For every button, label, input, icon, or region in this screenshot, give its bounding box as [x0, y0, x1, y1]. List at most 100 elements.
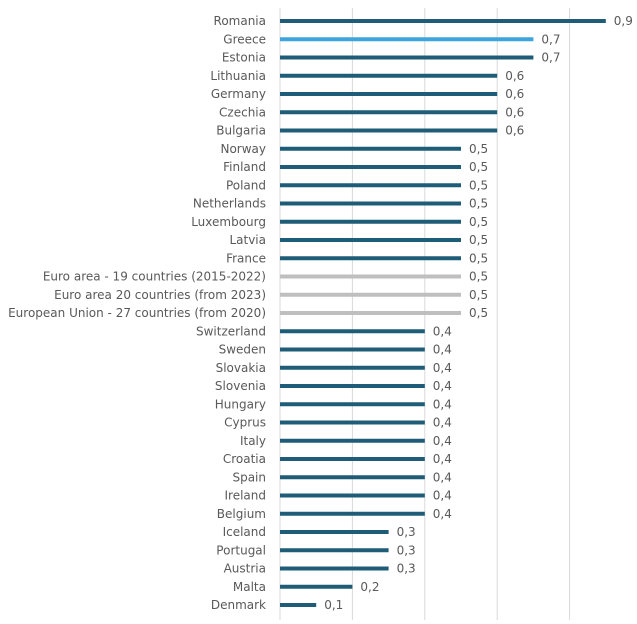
bar-6	[280, 128, 498, 133]
category-label-0: Romania	[214, 14, 266, 28]
bar-22	[280, 420, 425, 425]
bar-9	[280, 183, 461, 188]
value-label-1: 0,7	[541, 32, 560, 46]
category-label-8: Finland	[223, 160, 266, 174]
bar-19	[280, 365, 425, 370]
bar-12	[280, 238, 461, 242]
value-label-9: 0,5	[469, 178, 488, 192]
category-label-6: Bulgaria	[216, 124, 266, 138]
category-label-13: France	[226, 251, 266, 265]
bar-7	[280, 146, 461, 151]
value-label-22: 0,4	[433, 416, 452, 430]
category-label-30: Austria	[224, 562, 266, 576]
category-label-22: Cyprus	[224, 416, 266, 430]
category-label-28: Iceland	[223, 525, 266, 539]
value-label-19: 0,4	[433, 361, 452, 375]
category-label-18: Sweden	[219, 343, 266, 357]
bar-10	[280, 201, 461, 206]
value-label-10: 0,5	[469, 197, 488, 211]
bar-11	[280, 219, 461, 224]
bar-24	[280, 457, 425, 461]
bar-15	[280, 292, 461, 297]
value-label-13: 0,5	[469, 251, 488, 265]
category-label-21: Hungary	[215, 397, 266, 411]
value-label-29: 0,3	[397, 543, 416, 557]
value-label-7: 0,5	[469, 142, 488, 156]
value-label-0: 0,9	[614, 14, 633, 28]
bar-2	[280, 55, 534, 60]
category-label-4: Germany	[211, 87, 266, 101]
category-labels: Romania Greece Estonia Lithuania Germany Czec…	[8, 14, 266, 612]
bar-5	[280, 110, 498, 115]
bar-16	[280, 311, 461, 315]
category-label-31: Malta	[233, 580, 266, 594]
bar-31	[280, 584, 353, 589]
value-label-14: 0,5	[469, 270, 488, 284]
value-label-24: 0,4	[433, 452, 452, 466]
bar-26	[280, 493, 425, 498]
category-label-12: Latvia	[229, 233, 266, 247]
value-label-2: 0,7	[541, 51, 560, 65]
value-label-16: 0,5	[469, 306, 488, 320]
bar-14	[280, 274, 461, 279]
category-label-26: Ireland	[224, 489, 266, 503]
bar-30	[280, 566, 389, 571]
bar-13	[280, 256, 461, 261]
category-label-7: Norway	[220, 142, 266, 156]
category-label-19: Slovakia	[216, 361, 266, 375]
value-label-8: 0,5	[469, 160, 488, 174]
bar-23	[280, 438, 425, 443]
category-label-5: Czechia	[219, 105, 266, 119]
value-label-25: 0,4	[433, 470, 452, 484]
category-label-2: Estonia	[222, 51, 266, 65]
bar-18	[280, 347, 425, 352]
bar-17	[280, 329, 425, 334]
value-label-21: 0,4	[433, 397, 452, 411]
value-labels: 0,9 0,7 0,7 0,6 0,6 0,6 0,6 0,5 0,5 0,5 0,5 0,5 0,5 0…	[324, 14, 633, 612]
category-label-23: Italy	[240, 434, 266, 448]
category-label-32: Denmark	[211, 598, 266, 612]
bar-21	[280, 402, 425, 407]
bar-0	[280, 19, 606, 23]
category-label-17: Switzerland	[196, 324, 266, 338]
value-label-31: 0,2	[360, 580, 379, 594]
value-label-15: 0,5	[469, 288, 488, 302]
category-label-9: Poland	[226, 178, 266, 192]
value-label-28: 0,3	[397, 525, 416, 539]
bar-8	[280, 165, 461, 169]
category-label-24: Croatia	[223, 452, 266, 466]
value-label-11: 0,5	[469, 215, 488, 229]
value-label-3: 0,6	[505, 69, 524, 83]
bar-29	[280, 548, 389, 553]
bar-20	[280, 384, 425, 388]
bar-28	[280, 530, 389, 534]
bar-27	[280, 511, 425, 516]
bar-4	[280, 92, 498, 96]
category-label-25: Spain	[232, 470, 266, 484]
value-label-17: 0,4	[433, 324, 452, 338]
value-label-5: 0,6	[505, 105, 524, 119]
bar-32	[280, 603, 317, 607]
category-label-27: Belgium	[217, 507, 266, 521]
category-label-11: Luxembourg	[191, 215, 266, 229]
value-label-18: 0,4	[433, 343, 452, 357]
value-label-20: 0,4	[433, 379, 452, 393]
value-label-27: 0,4	[433, 507, 452, 521]
category-label-14: Euro area - 19 countries (2015-2022)	[43, 270, 266, 284]
value-label-4: 0,6	[505, 87, 524, 101]
value-label-12: 0,5	[469, 233, 488, 247]
category-label-10: Netherlands	[193, 197, 266, 211]
bar-1	[280, 37, 534, 42]
bars	[280, 19, 606, 607]
value-label-26: 0,4	[433, 489, 452, 503]
category-label-29: Portugal	[216, 543, 266, 557]
bar-25	[280, 475, 425, 480]
value-label-23: 0,4	[433, 434, 452, 448]
value-label-30: 0,3	[397, 562, 416, 576]
bar-3	[280, 73, 498, 78]
category-label-1: Greece	[223, 32, 266, 46]
category-label-20: Slovenia	[215, 379, 266, 393]
category-label-16: European Union - 27 countries (from 2020…	[8, 306, 266, 320]
